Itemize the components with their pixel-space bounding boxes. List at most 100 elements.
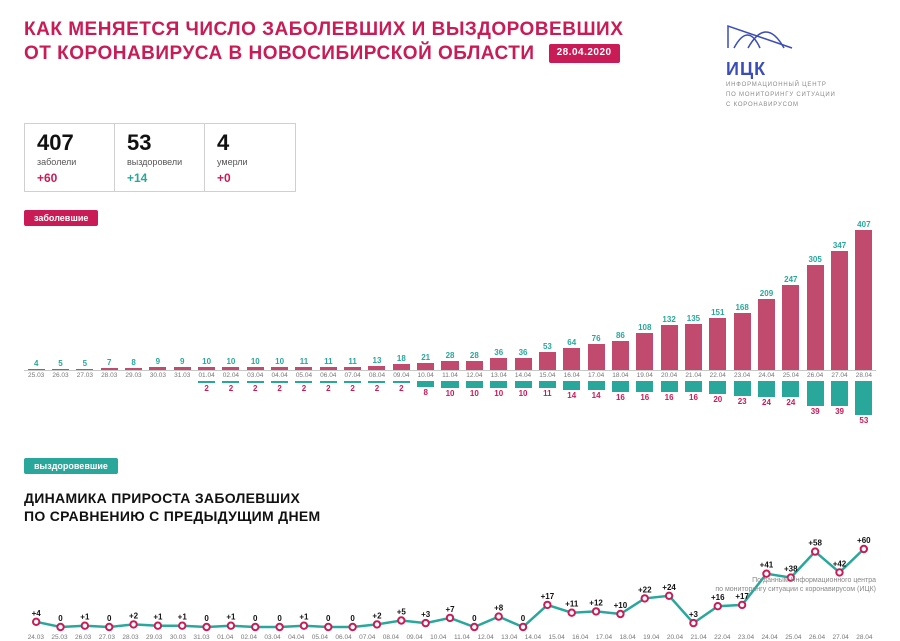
infected-bar (417, 363, 434, 370)
date-label: 24.04 (758, 634, 782, 641)
date-label: 09.04 (403, 634, 427, 641)
recovered-bar (636, 381, 653, 391)
infected-bar (295, 367, 312, 371)
bar-column: 829.03 (121, 230, 145, 416)
infected-value-label: 28 (438, 351, 462, 360)
date-label: 08.04 (365, 372, 389, 379)
infected-value-label: 10 (243, 357, 267, 366)
bar-column: 1106.042 (316, 230, 340, 416)
date-label: 18.04 (616, 634, 640, 641)
recovered-value-label: 16 (608, 393, 632, 402)
date-label: 06.04 (332, 634, 356, 641)
data-marker (812, 549, 818, 555)
infected-bar (441, 361, 458, 371)
recovered-bar (271, 381, 288, 382)
infected-value-label: 9 (146, 357, 170, 366)
infected-bar (149, 367, 166, 370)
date-label: 22.04 (706, 372, 730, 379)
infected-value-label: 36 (487, 348, 511, 357)
date-label: 30.03 (166, 634, 190, 641)
recovered-value-label: 53 (852, 416, 876, 425)
recovered-bar (344, 381, 361, 382)
date-label: 03.04 (243, 372, 267, 379)
stat-number: 53 (127, 130, 188, 156)
infected-bar (563, 348, 580, 370)
date-label: 11.04 (438, 372, 462, 379)
delta-value-label: +58 (808, 539, 822, 548)
subtitle-line-1: ДИНАМИКА ПРИРОСТА ЗАБОЛЕВШИХ (24, 490, 876, 508)
infected-bar (125, 368, 142, 371)
infected-bar (393, 364, 410, 370)
data-marker (617, 611, 623, 617)
infected-value-label: 4 (24, 359, 48, 368)
data-marker (715, 603, 721, 609)
infected-bar (28, 369, 45, 370)
delta-value-label: 0 (277, 614, 282, 623)
delta-value-label: 0 (350, 614, 355, 623)
logo-sub-1: ИНФОРМАЦИОННЫЙ ЦЕНТР (726, 82, 876, 90)
bar-chart: 425.03526.03527.03728.03829.03930.03931.… (24, 230, 876, 440)
subtitle-block: ДИНАМИКА ПРИРОСТА ЗАБОЛЕВШИХ ПО СРАВНЕНИ… (24, 490, 876, 525)
legend-recovered: выздоровевшие (24, 458, 118, 474)
bar-column: 8618.0416 (608, 230, 632, 416)
footer-line-1: По данным Информационного центра (715, 577, 876, 585)
date-label: 07.04 (340, 372, 364, 379)
header: КАК МЕНЯЕТСЯ ЧИСЛО ЗАБОЛЕВШИХ И ВЫЗДОРОВ… (24, 18, 876, 109)
date-label: 17.04 (584, 372, 608, 379)
recovered-value-label: 16 (633, 393, 657, 402)
date-label: 23.04 (734, 634, 758, 641)
date-label: 28.03 (97, 372, 121, 379)
delta-value-label: 0 (472, 614, 477, 623)
infected-value-label: 135 (681, 314, 705, 323)
date-label: 14.04 (521, 634, 545, 641)
infected-value-label: 11 (316, 357, 340, 366)
infected-value-label: 21 (414, 353, 438, 362)
footer-note: По данным Информационного центра по мони… (715, 577, 876, 594)
infected-value-label: 10 (194, 357, 218, 366)
infected-value-label: 247 (779, 275, 803, 284)
data-marker (203, 624, 209, 630)
recovered-bar (393, 381, 410, 382)
data-marker (325, 624, 331, 630)
data-marker (82, 623, 88, 629)
date-label: 29.03 (142, 634, 166, 641)
bar-column: 5315.0411 (535, 230, 559, 416)
delta-value-label: +12 (589, 599, 603, 608)
date-label: 20.04 (663, 634, 687, 641)
date-label: 14.04 (511, 372, 535, 379)
date-label: 25.04 (779, 372, 803, 379)
date-label: 28.03 (119, 634, 143, 641)
infected-value-label: 151 (706, 308, 730, 317)
infected-value-label: 36 (511, 348, 535, 357)
delta-value-label: +42 (833, 560, 847, 569)
recovered-bar (612, 381, 629, 391)
data-marker (690, 620, 696, 626)
recovered-bar (320, 381, 337, 382)
recovered-bar (831, 381, 848, 406)
date-label: 04.04 (284, 634, 308, 641)
recovered-value-label: 24 (754, 398, 778, 407)
data-marker (155, 623, 161, 629)
infected-value-label: 8 (121, 358, 145, 367)
title-line-2: ОТ КОРОНАВИРУСА В НОВОСИБИРСКОЙ ОБЛАСТИ … (24, 42, 623, 66)
infected-bar (515, 358, 532, 370)
date-label: 27.04 (829, 634, 853, 641)
bar-column: 931.03 (170, 230, 194, 416)
recovered-value-label: 2 (267, 384, 291, 393)
delta-value-label: +3 (421, 610, 431, 619)
date-label: 31.03 (170, 372, 194, 379)
date-label: 25.04 (782, 634, 806, 641)
infected-value-label: 407 (852, 220, 876, 229)
bar-column: 1003.042 (243, 230, 267, 416)
infected-bar (709, 318, 726, 370)
stat-cell: 53выздоровели+14 (115, 124, 205, 191)
delta-value-label: +16 (711, 594, 725, 603)
recovered-value-label: 16 (681, 393, 705, 402)
stat-number: 407 (37, 130, 98, 156)
stat-delta: +0 (217, 171, 279, 185)
delta-value-label: 0 (107, 614, 112, 623)
footer-line-2: по мониторингу ситуации с коронавирусом … (715, 586, 876, 594)
date-label: 31.03 (190, 634, 214, 641)
date-label: 26.03 (71, 634, 95, 641)
recovered-value-label: 23 (730, 397, 754, 406)
